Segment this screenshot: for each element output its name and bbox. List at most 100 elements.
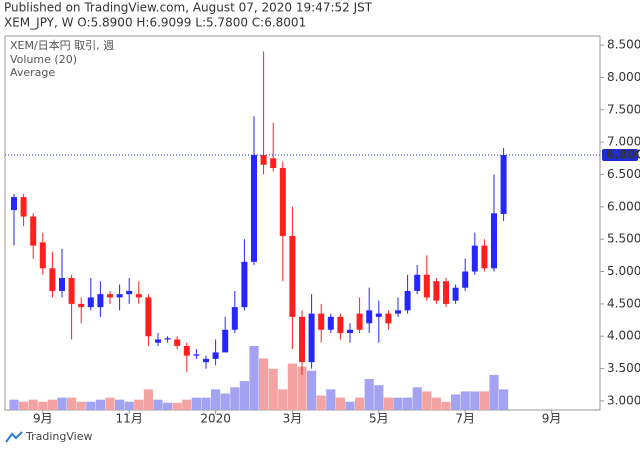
candle-body: [68, 278, 75, 304]
volume-bar: [259, 358, 269, 410]
volume-bar: [143, 389, 153, 410]
candle-body: [155, 339, 161, 343]
volume-bar: [355, 397, 365, 410]
candle-body: [30, 216, 37, 246]
candle-body: [356, 313, 363, 330]
volume-bar: [76, 401, 86, 410]
candle-body: [174, 339, 181, 346]
candle-body: [222, 329, 229, 353]
volume-bar: [403, 397, 413, 410]
volume-bar: [326, 389, 336, 410]
volume-bar: [115, 399, 125, 410]
candle-body: [318, 313, 325, 330]
candle-body: [87, 297, 94, 308]
y-tick-label: 7.5000: [607, 102, 640, 116]
chart-title: Published on TradingView.com, August 07,…: [4, 1, 373, 15]
last-price-label: 6.8001: [606, 148, 640, 162]
candle-body: [491, 213, 497, 269]
candle-body: [241, 261, 248, 308]
volume-bar: [489, 374, 499, 410]
volume-bar: [19, 401, 29, 410]
volume-bar: [316, 395, 326, 410]
volume-bar: [9, 399, 19, 410]
candle-body: [299, 316, 305, 363]
candle-body: [193, 354, 200, 356]
volume-bar: [268, 368, 278, 410]
volume-bar: [441, 401, 451, 410]
volume-bar: [134, 399, 144, 410]
candle-body: [126, 290, 133, 295]
volume-bar: [230, 387, 240, 410]
volume-bar: [499, 389, 509, 410]
y-tick-label: 6.0000: [607, 199, 640, 213]
volume-bar: [28, 399, 38, 410]
candle-body: [78, 303, 85, 308]
candle-body: [452, 287, 459, 301]
x-tick-label: 5月: [369, 412, 389, 426]
legend-entry: Average: [10, 66, 55, 79]
candle-body: [395, 310, 401, 314]
volume-bar: [297, 366, 307, 410]
volume-bar: [278, 389, 288, 410]
candle-body: [337, 316, 344, 333]
y-tick-label: 4.5000: [607, 296, 640, 310]
candle-body: [423, 274, 430, 298]
candle-body: [97, 294, 104, 308]
candle-body: [279, 168, 286, 236]
x-tick-label: 11月: [116, 412, 143, 426]
candle-body: [500, 155, 507, 214]
candle-body: [289, 235, 296, 317]
x-tick-label: 3月: [283, 412, 303, 426]
volume-bar: [307, 370, 317, 410]
candle-body: [366, 310, 373, 324]
volume-bar: [479, 391, 489, 410]
candle-body: [414, 274, 421, 291]
volume-bar: [412, 387, 422, 410]
y-tick-label: 6.5000: [607, 167, 640, 181]
candle-body: [481, 245, 488, 269]
candle-body: [385, 313, 392, 324]
brand-logo: [5, 431, 23, 443]
volume-bar: [191, 397, 201, 410]
last-price-box: [602, 149, 638, 162]
x-tick-label: 2020: [200, 412, 231, 426]
candle-body: [375, 313, 382, 317]
volume-bar: [239, 381, 249, 410]
candle-body: [231, 307, 238, 330]
legend-entry: XEM/日本円 取引, 週: [10, 38, 114, 52]
x-tick-label: 9月: [33, 412, 53, 426]
volume-bar: [451, 394, 461, 410]
candle-body: [443, 281, 449, 304]
candle-body: [145, 297, 152, 337]
volume-bar: [364, 379, 374, 410]
volume-bar: [393, 397, 403, 410]
volume-bar: [287, 363, 297, 410]
chart-subtitle: XEM_JPY, W O:5.8900 H:6.9099 L:5.7800 C:…: [4, 16, 306, 30]
volume-bar: [124, 401, 134, 410]
candle-body: [203, 358, 209, 363]
legend-entry: Volume (20): [10, 53, 77, 66]
volume-bar: [201, 397, 211, 410]
x-tick-label: 7月: [455, 412, 475, 426]
volume-bar: [95, 399, 105, 410]
candle-body: [135, 294, 142, 298]
volume-bar: [57, 397, 67, 410]
candle-body: [462, 271, 469, 288]
y-tick-label: 4.0000: [607, 329, 640, 343]
x-tick-label: 9月: [542, 412, 562, 426]
volume-bar: [422, 391, 432, 410]
volume-bar: [383, 397, 393, 410]
candle-body: [212, 352, 219, 359]
candle-body: [347, 329, 353, 333]
candle-body: [433, 281, 440, 301]
volume-bar: [335, 397, 345, 410]
volume-bar: [67, 397, 77, 410]
volume-bar: [249, 346, 259, 410]
candle-body: [327, 316, 334, 330]
volume-bar: [374, 385, 384, 410]
volume-bar: [163, 402, 173, 410]
candle-body: [49, 268, 56, 291]
candle-body: [39, 242, 46, 269]
candle-body: [270, 158, 277, 168]
candle-body: [59, 278, 65, 291]
